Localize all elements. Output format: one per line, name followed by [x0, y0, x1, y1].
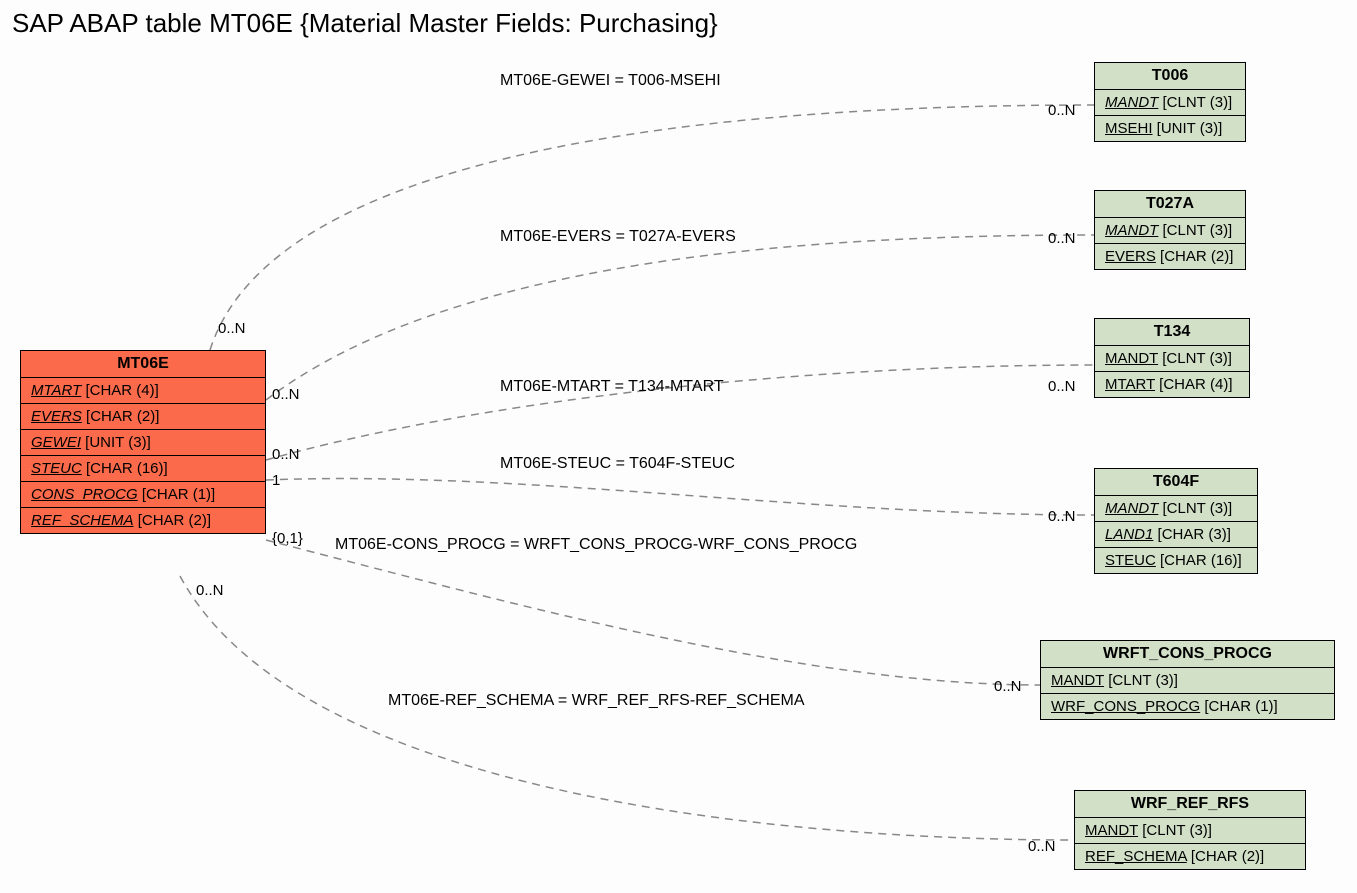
edge-label: MT06E-GEWEI = T006-MSEHI: [500, 72, 721, 90]
entity-field: GEWEI [UNIT (3)]: [21, 430, 265, 456]
entity-header: WRF_REF_RFS: [1075, 791, 1305, 818]
entity-header: T604F: [1095, 469, 1257, 496]
entity-wrft_cons_procg: WRFT_CONS_PROCGMANDT [CLNT (3)]WRF_CONS_…: [1040, 640, 1335, 720]
cardinality-source: 0..N: [272, 386, 300, 403]
entity-field: STEUC [CHAR (16)]: [21, 456, 265, 482]
relationship-edge: [266, 235, 1094, 400]
cardinality-source: 1: [272, 472, 280, 489]
edge-label: MT06E-EVERS = T027A-EVERS: [500, 228, 736, 246]
entity-field: MANDT [CLNT (3)]: [1095, 496, 1257, 522]
cardinality-target: 0..N: [1048, 102, 1076, 119]
entity-mt06e: MT06EMTART [CHAR (4)]EVERS [CHAR (2)]GEW…: [20, 350, 266, 534]
diagram-title: SAP ABAP table MT06E {Material Master Fi…: [12, 8, 718, 39]
entity-field: MANDT [CLNT (3)]: [1095, 218, 1245, 244]
cardinality-source: 0..N: [196, 582, 224, 599]
entity-field: MANDT [CLNT (3)]: [1075, 818, 1305, 844]
edge-label: MT06E-REF_SCHEMA = WRF_REF_RFS-REF_SCHEM…: [388, 692, 805, 710]
entity-field: WRF_CONS_PROCG [CHAR (1)]: [1041, 694, 1334, 719]
entity-field: REF_SCHEMA [CHAR (2)]: [21, 508, 265, 533]
edge-label: MT06E-CONS_PROCG = WRFT_CONS_PROCG-WRF_C…: [335, 536, 857, 554]
entity-t027a: T027AMANDT [CLNT (3)]EVERS [CHAR (2)]: [1094, 190, 1246, 270]
entity-field: REF_SCHEMA [CHAR (2)]: [1075, 844, 1305, 869]
cardinality-source: {0,1}: [272, 530, 303, 547]
entity-wrf_ref_rfs: WRF_REF_RFSMANDT [CLNT (3)]REF_SCHEMA [C…: [1074, 790, 1306, 870]
cardinality-target: 0..N: [1048, 508, 1076, 525]
entity-header: WRFT_CONS_PROCG: [1041, 641, 1334, 668]
entity-field: MTART [CHAR (4)]: [1095, 372, 1249, 397]
cardinality-source: 0..N: [272, 446, 300, 463]
relationship-edge: [266, 479, 1094, 515]
entity-field: EVERS [CHAR (2)]: [1095, 244, 1245, 269]
entity-field: MANDT [CLNT (3)]: [1041, 668, 1334, 694]
entity-field: MANDT [CLNT (3)]: [1095, 346, 1249, 372]
entity-header: T006: [1095, 63, 1245, 90]
entity-field: LAND1 [CHAR (3)]: [1095, 522, 1257, 548]
entity-field: MSEHI [UNIT (3)]: [1095, 116, 1245, 141]
entity-field: EVERS [CHAR (2)]: [21, 404, 265, 430]
entity-header: T027A: [1095, 191, 1245, 218]
cardinality-target: 0..N: [1048, 378, 1076, 395]
entity-header: T134: [1095, 319, 1249, 346]
cardinality-source: 0..N: [218, 320, 246, 337]
entity-t134: T134MANDT [CLNT (3)]MTART [CHAR (4)]: [1094, 318, 1250, 398]
entity-field: CONS_PROCG [CHAR (1)]: [21, 482, 265, 508]
relationship-edge: [266, 540, 1040, 685]
cardinality-target: 0..N: [1028, 838, 1056, 855]
entity-field: MANDT [CLNT (3)]: [1095, 90, 1245, 116]
edge-label: MT06E-STEUC = T604F-STEUC: [500, 455, 735, 473]
edge-label: MT06E-MTART = T134-MTART: [500, 378, 724, 396]
entity-field: STEUC [CHAR (16)]: [1095, 548, 1257, 573]
entity-t604f: T604FMANDT [CLNT (3)]LAND1 [CHAR (3)]STE…: [1094, 468, 1258, 574]
cardinality-target: 0..N: [994, 678, 1022, 695]
entity-header: MT06E: [21, 351, 265, 378]
entity-field: MTART [CHAR (4)]: [21, 378, 265, 404]
entity-t006: T006MANDT [CLNT (3)]MSEHI [UNIT (3)]: [1094, 62, 1246, 142]
cardinality-target: 0..N: [1048, 230, 1076, 247]
